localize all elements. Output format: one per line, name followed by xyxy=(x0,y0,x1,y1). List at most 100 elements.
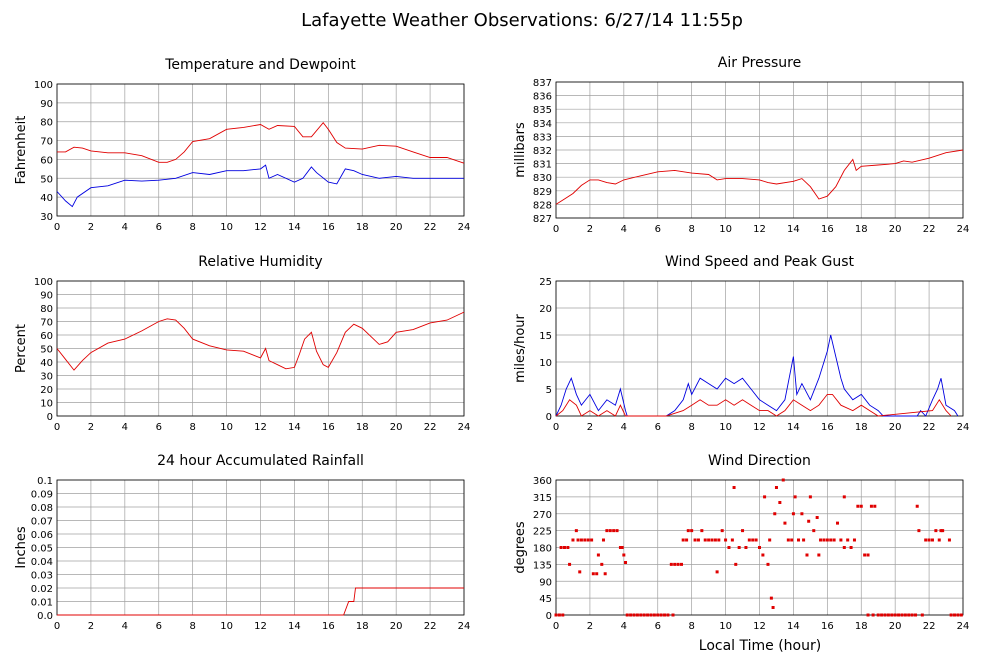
relative-humidity-x-tick-label: 16 xyxy=(322,422,335,433)
air-pressure-y-tick-label: 832 xyxy=(533,146,552,157)
rainfall-x-tick-label: 10 xyxy=(220,621,233,632)
temperature-dewpoint-x-tick-label: 8 xyxy=(189,222,195,233)
wind-direction-point xyxy=(934,529,938,533)
relative-humidity-y-tick-label: 40 xyxy=(40,358,53,369)
wind-direction-point xyxy=(915,504,919,508)
wind-direction-point xyxy=(910,613,914,617)
page-title: Lafayette Weather Observations: 6/27/14 … xyxy=(301,10,743,31)
relative-humidity-title: Relative Humidity xyxy=(198,254,322,270)
wind-direction-point xyxy=(590,538,594,542)
wind-direction-point xyxy=(639,613,643,617)
rainfall-x-tick-label: 22 xyxy=(424,621,437,632)
wind-direction-point xyxy=(781,478,785,482)
wind-direction-point xyxy=(656,613,660,617)
wind-direction-point xyxy=(859,504,863,508)
wind-direction-point xyxy=(737,546,741,549)
wind-direction-point xyxy=(685,538,689,542)
wind-direction-point xyxy=(625,613,629,617)
rainfall-x-tick-label: 18 xyxy=(356,621,369,632)
wind-direction-point xyxy=(953,613,957,617)
wind-direction-point xyxy=(761,553,765,557)
wind-direction-x-tick-label: 20 xyxy=(889,621,902,632)
wind-direction-point xyxy=(717,538,721,542)
air-pressure-x-tick-label: 10 xyxy=(719,224,732,235)
temperature-dewpoint-title: Temperature and Dewpoint xyxy=(164,57,356,73)
wind-direction-point xyxy=(817,553,821,557)
wind-direction-point xyxy=(566,546,570,549)
wind-direction-point xyxy=(832,538,836,542)
relative-humidity-y-tick-label: 20 xyxy=(40,385,53,396)
wind-direction-x-tick-label: 22 xyxy=(923,621,936,632)
rainfall-x-tick-label: 8 xyxy=(189,621,195,632)
wind-direction-point xyxy=(673,562,677,566)
air-pressure-y-tick-label: 827 xyxy=(533,214,552,225)
air-pressure-y-tick-label: 828 xyxy=(533,200,552,211)
wind-direction-point xyxy=(600,562,604,566)
wind-direction-point xyxy=(846,538,850,542)
air-pressure-y-tick-label: 829 xyxy=(533,187,552,198)
wind-direction-x-tick-label: 18 xyxy=(855,621,868,632)
wind-direction-point xyxy=(646,613,650,617)
temperature-dewpoint-series-1-line xyxy=(56,164,464,208)
air-pressure-x-tick-label: 8 xyxy=(688,224,694,235)
temperature-dewpoint-y-tick-label: 90 xyxy=(40,99,53,110)
temperature-dewpoint-x-tick-label: 16 xyxy=(322,222,335,233)
wind-direction-point xyxy=(554,613,558,617)
wind-direction-point xyxy=(800,512,804,516)
wind-direction-point xyxy=(866,613,870,617)
rainfall-series-0-line xyxy=(57,587,464,616)
wind-direction-y-tick-label: 270 xyxy=(533,510,552,521)
wind-direction-x-tick-label: 16 xyxy=(821,621,834,632)
wind-direction-point xyxy=(914,613,918,617)
wind-direction-point xyxy=(707,538,711,542)
wind-direction-point xyxy=(595,572,599,576)
relative-humidity-y-tick-label: 100 xyxy=(34,277,53,288)
wind-speed-x-tick-label: 20 xyxy=(889,422,902,433)
rainfall-y-tick-label: 0.0 xyxy=(37,611,53,622)
wind-direction-point xyxy=(869,504,873,508)
wind-direction-point xyxy=(629,613,633,617)
wind-direction-point xyxy=(802,538,806,542)
rainfall-x-tick-label: 16 xyxy=(322,621,335,632)
wind-direction-point xyxy=(612,529,616,533)
wind-speed-x-tick-label: 14 xyxy=(787,422,800,433)
wind-direction-point xyxy=(700,529,704,533)
wind-direction-point xyxy=(734,562,738,566)
wind-direction-point xyxy=(842,495,846,499)
air-pressure-x-tick-label: 16 xyxy=(821,224,834,235)
wind-direction-y-axis-label: degrees xyxy=(513,521,528,574)
wind-speed-plot-frame xyxy=(555,280,964,417)
temperature-dewpoint-x-tick-label: 12 xyxy=(254,222,267,233)
rainfall-title: 24 hour Accumulated Rainfall xyxy=(157,453,364,469)
relative-humidity-x-tick-label: 24 xyxy=(458,422,471,433)
wind-direction-point xyxy=(559,546,563,549)
wind-direction-point xyxy=(920,613,924,617)
wind-direction-point xyxy=(956,613,960,617)
wind-direction-title: Wind Direction xyxy=(708,453,811,469)
wind-direction-point xyxy=(842,546,846,549)
air-pressure-x-tick-label: 24 xyxy=(957,224,970,235)
wind-speed-series-0-line xyxy=(555,334,959,417)
wind-direction-point xyxy=(686,529,690,533)
rainfall-y-tick-label: 0.04 xyxy=(31,557,53,568)
wind-direction-point xyxy=(805,553,809,557)
wind-direction-point xyxy=(863,553,867,557)
wind-direction-point xyxy=(751,538,755,542)
temperature-dewpoint-plot-frame xyxy=(56,83,465,217)
wind-direction-point xyxy=(836,521,840,525)
wind-direction-point xyxy=(771,606,775,609)
wind-direction-x-tick-label: 0 xyxy=(553,621,559,632)
wind-direction-point xyxy=(871,613,875,617)
temperature-dewpoint-x-tick-label: 2 xyxy=(88,222,94,233)
wind-direction-point xyxy=(758,546,761,549)
wind-direction-point xyxy=(903,613,907,617)
rainfall-y-axis-label: Inches xyxy=(14,526,29,568)
relative-humidity-y-tick-label: 10 xyxy=(40,399,53,410)
wind-direction-point xyxy=(586,538,590,542)
wind-direction-point xyxy=(747,538,751,542)
wind-speed-x-tick-label: 18 xyxy=(855,422,868,433)
rainfall-x-tick-label: 4 xyxy=(122,621,128,632)
wind-direction-point xyxy=(669,562,673,566)
wind-direction-point xyxy=(773,512,777,516)
temperature-dewpoint-x-tick-label: 0 xyxy=(54,222,60,233)
